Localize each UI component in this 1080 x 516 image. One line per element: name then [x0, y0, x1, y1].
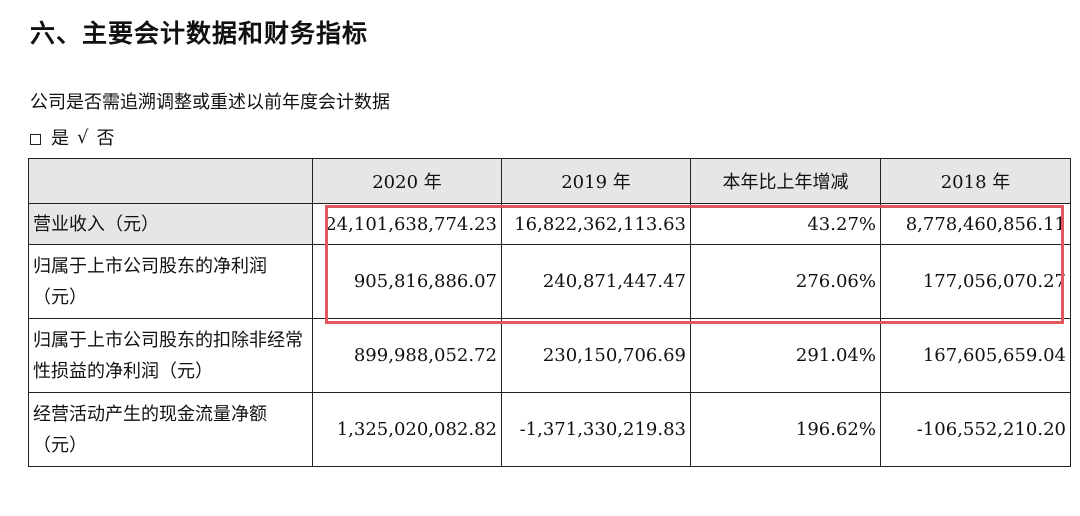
cell-2019: 230,150,706.69 [501, 318, 691, 393]
cell-2020: 905,816,886.07 [312, 244, 502, 319]
row-label: 归属于上市公司股东的净利润（元） [28, 244, 313, 319]
cell-2020: 899,988,052.72 [312, 318, 502, 393]
cell-change: 276.06% [690, 244, 881, 319]
table-row: 营业收入（元） 24,101,638,774.23 16,822,362,113… [28, 203, 1071, 245]
header-2019: 2019 年 [501, 158, 691, 204]
restatement-options: 是 √ 否 [30, 124, 114, 150]
cell-2020: 24,101,638,774.23 [312, 203, 502, 245]
table-row: 归属于上市公司股东的净利润（元） 905,816,886.07 240,871,… [28, 244, 1071, 319]
header-blank [28, 158, 313, 204]
cell-2019: -1,371,330,219.83 [501, 392, 691, 467]
checkmark-icon: √ [77, 126, 89, 148]
yes-label: 是 [51, 128, 69, 149]
header-2018: 2018 年 [880, 158, 1071, 204]
cell-2020: 1,325,020,082.82 [312, 392, 502, 467]
row-label: 经营活动产生的现金流量净额（元） [28, 392, 313, 467]
cell-change: 291.04% [690, 318, 881, 393]
table-header-row: 2020 年 2019 年 本年比上年增减 2018 年 [28, 158, 1071, 204]
table-row: 归属于上市公司股东的扣除非经常性损益的净利润（元） 899,988,052.72… [28, 318, 1071, 393]
cell-change: 43.27% [690, 203, 881, 245]
restatement-question: 公司是否需追溯调整或重述以前年度会计数据 [30, 92, 390, 113]
cell-2018: -106,552,210.20 [880, 392, 1071, 467]
no-label: 否 [96, 128, 115, 149]
table-row: 经营活动产生的现金流量净额（元） 1,325,020,082.82 -1,371… [28, 392, 1071, 467]
cell-2018: 177,056,070.27 [880, 244, 1071, 319]
cell-change: 196.62% [690, 392, 881, 467]
section-title: 六、主要会计数据和财务指标 [30, 19, 369, 48]
cell-2018: 167,605,659.04 [880, 318, 1071, 393]
cell-2019: 240,871,447.47 [501, 244, 691, 319]
header-change: 本年比上年增减 [690, 158, 881, 204]
row-label: 归属于上市公司股东的扣除非经常性损益的净利润（元） [28, 318, 313, 393]
cell-2019: 16,822,362,113.63 [501, 203, 691, 245]
yes-checkbox-icon [30, 133, 41, 145]
header-2020: 2020 年 [312, 158, 502, 204]
row-label: 营业收入（元） [28, 203, 313, 245]
cell-2018: 8,778,460,856.11 [880, 203, 1071, 245]
financial-indicators-table: 2020 年 2019 年 本年比上年增减 2018 年 营业收入（元） 24,… [28, 158, 1071, 467]
